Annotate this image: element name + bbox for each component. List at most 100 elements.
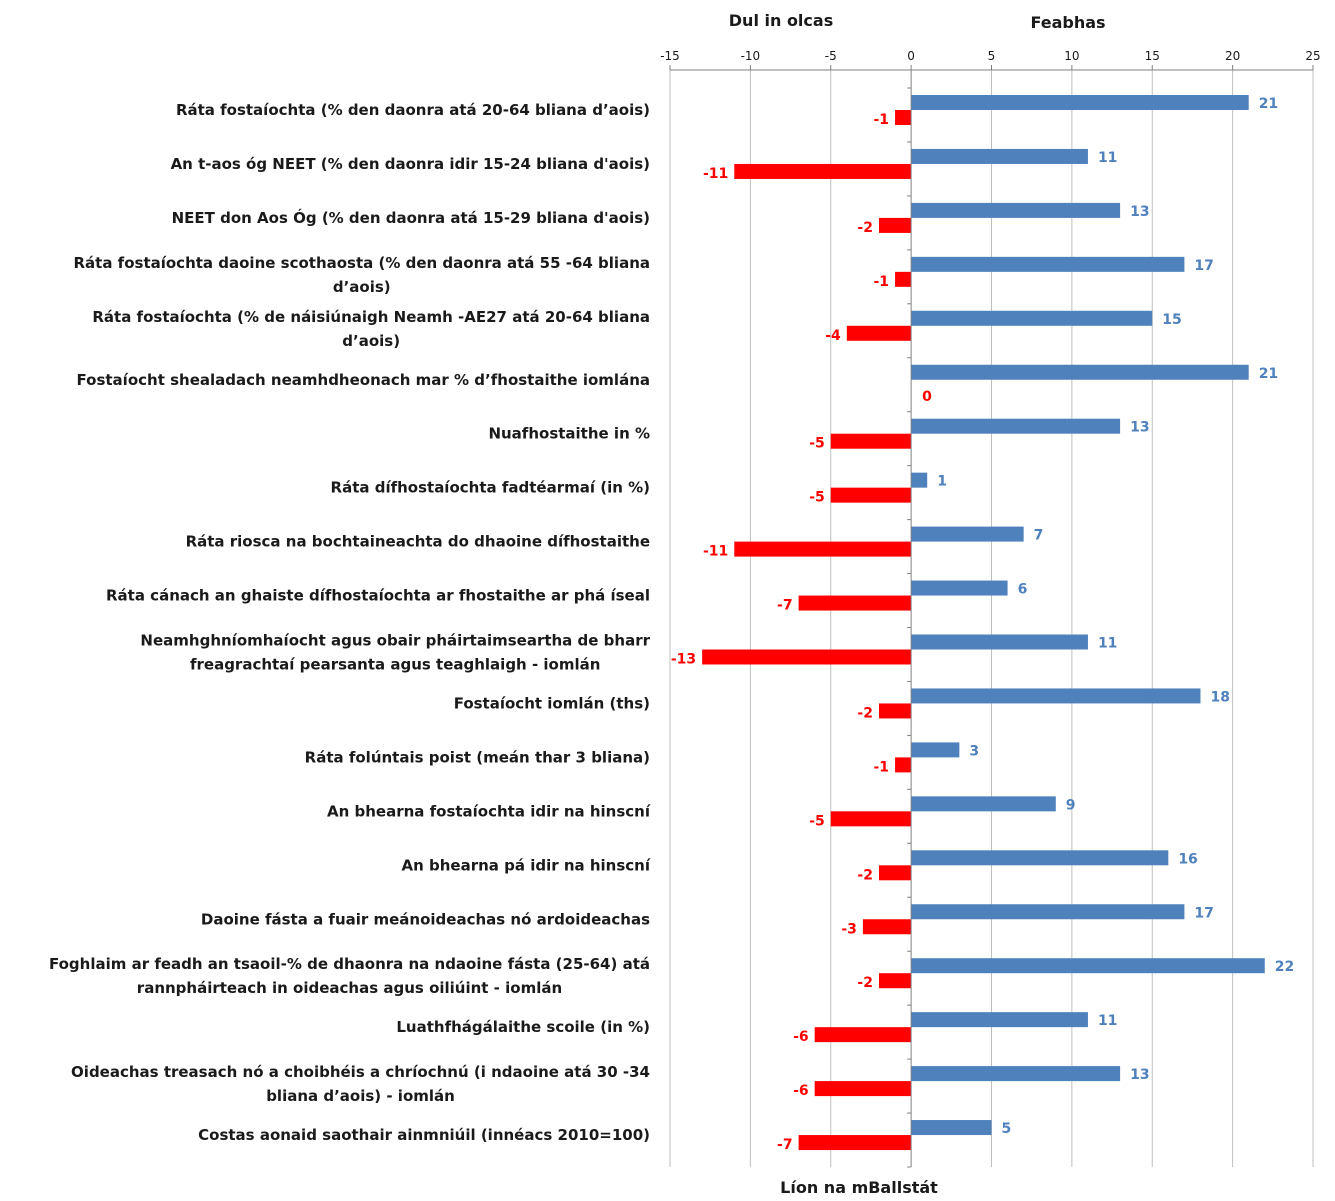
bar-improvement xyxy=(911,904,1185,920)
data-label-improvement: 9 xyxy=(1066,797,1076,813)
data-label-deterioration: -6 xyxy=(793,1083,809,1099)
axes: -15 -10 -5 0 5 10 15 20 25 xyxy=(660,49,1321,1168)
bar-improvement xyxy=(911,148,1088,164)
bar-deterioration xyxy=(862,919,912,935)
bar-deterioration xyxy=(814,1081,912,1097)
data-label-improvement: 7 xyxy=(1034,528,1044,544)
data-label-deterioration: -2 xyxy=(857,220,873,236)
bar-improvement xyxy=(911,364,1249,380)
data-label-improvement: 1 xyxy=(937,474,947,490)
data-label-deterioration: -5 xyxy=(809,436,825,452)
data-label-improvement: 16 xyxy=(1178,851,1197,867)
data-label-improvement: 17 xyxy=(1194,905,1213,921)
category-label: Luathfhágálaithe scoile (in %) xyxy=(396,1018,650,1036)
category-label: Ráta riosca na bochtaineachta do dhaoine… xyxy=(186,533,650,551)
data-label-deterioration: -7 xyxy=(777,598,793,614)
bar-deterioration xyxy=(830,433,912,449)
x-tick-label: -15 xyxy=(660,49,680,63)
bar-improvement xyxy=(911,418,1121,434)
bar-deterioration xyxy=(895,110,912,125)
bar-deterioration xyxy=(702,649,912,665)
x-tick-label: -5 xyxy=(825,49,837,63)
header-left: Dul in olcas xyxy=(729,11,833,30)
bar-deterioration xyxy=(734,163,912,179)
data-label-improvement: 3 xyxy=(969,743,979,759)
x-tick-label: -10 xyxy=(741,49,761,63)
category-label: Nuafhostaithe in % xyxy=(488,425,650,443)
data-label-deterioration: -1 xyxy=(873,112,889,128)
data-label-deterioration: -11 xyxy=(703,166,728,182)
data-label-improvement: 11 xyxy=(1098,636,1117,652)
category-label: An t-aos óg NEET (% den daonra idir 15-2… xyxy=(171,155,650,173)
bar-improvement xyxy=(911,202,1121,218)
category-label: Foghlaim ar feadh an tsaoil-% de dhaonra… xyxy=(49,955,650,997)
x-tick-label: 0 xyxy=(907,49,915,63)
data-label-improvement: 11 xyxy=(1098,1013,1117,1029)
x-tick-label: 25 xyxy=(1305,49,1320,63)
data-label-deterioration: -6 xyxy=(793,1029,809,1045)
data-label-improvement: 11 xyxy=(1098,150,1117,166)
bar-deterioration xyxy=(798,595,912,611)
category-label: Ráta fostaíochta (% den daonra atá 20-64… xyxy=(176,101,650,119)
category-label: Ráta dífhostaíochta fadtéarmaí (in %) xyxy=(331,479,650,497)
bar-improvement xyxy=(911,1066,1121,1082)
category-label: Ráta cánach an ghaiste dífhostaíochta ar… xyxy=(106,587,650,605)
data-label-deterioration: -2 xyxy=(857,867,873,883)
data-label-improvement: 17 xyxy=(1194,258,1213,274)
category-label: Neamhghníomhaíocht agus obair pháirtaims… xyxy=(140,632,650,674)
bar-deterioration xyxy=(734,541,912,557)
category-label: Daoine fásta a fuair meánoideachas nó ar… xyxy=(201,910,650,928)
category-label: Fostaíocht iomlán (ths) xyxy=(454,694,650,712)
bar-improvement xyxy=(911,472,928,488)
data-label-improvement: 13 xyxy=(1130,204,1149,220)
data-label-deterioration: -7 xyxy=(777,1137,793,1153)
bar-deterioration xyxy=(895,271,912,287)
bars xyxy=(702,95,1265,1151)
bar-improvement xyxy=(911,958,1265,974)
bar-improvement xyxy=(911,580,1008,596)
bar-deterioration xyxy=(798,1135,912,1151)
bar-deterioration xyxy=(878,865,912,881)
bar-improvement xyxy=(911,526,1024,542)
category-label: Ráta fostaíochta daoine scothaosta (% de… xyxy=(74,254,651,296)
data-label-improvement: 13 xyxy=(1130,1067,1149,1083)
data-label-improvement: 22 xyxy=(1275,959,1294,975)
bar-improvement xyxy=(911,796,1056,812)
category-label: Fostaíocht shealadach neamhdheonach mar … xyxy=(77,371,650,389)
x-tick-label: 10 xyxy=(1064,49,1079,63)
bar-improvement xyxy=(911,742,960,758)
bar-improvement xyxy=(911,256,1185,272)
category-label: An bhearna pá idir na hinscní xyxy=(401,856,650,874)
data-label-deterioration: -2 xyxy=(857,705,873,721)
data-label-improvement: 13 xyxy=(1130,420,1149,436)
bar-improvement xyxy=(911,850,1169,866)
bar-deterioration xyxy=(878,703,912,719)
bar-deterioration xyxy=(878,217,912,233)
data-label-deterioration: -1 xyxy=(873,759,889,775)
data-label-improvement: 15 xyxy=(1162,312,1181,328)
data-label-improvement: 21 xyxy=(1259,366,1278,382)
bar-improvement xyxy=(911,1120,992,1136)
gridlines xyxy=(669,70,1314,1167)
bar-deterioration xyxy=(846,325,912,341)
bar-improvement xyxy=(911,634,1088,650)
data-label-deterioration: -2 xyxy=(857,975,873,991)
x-tick-label: 15 xyxy=(1145,49,1160,63)
data-label-deterioration: -4 xyxy=(825,328,841,344)
header-right: Feabhas xyxy=(1030,13,1105,32)
bar-deterioration xyxy=(814,1027,912,1043)
bar-deterioration xyxy=(830,487,912,503)
bar-deterioration xyxy=(830,811,912,827)
data-label-deterioration: -5 xyxy=(809,490,825,506)
data-label-deterioration: 0 xyxy=(922,389,932,405)
x-tick-label: 5 xyxy=(988,49,996,63)
data-label-improvement: 6 xyxy=(1018,582,1028,598)
category-label: Ráta fostaíochta (% de náisiúnaigh Neamh… xyxy=(92,308,650,350)
x-axis-title: Líon na mBallstát xyxy=(780,1178,938,1197)
bar-improvement xyxy=(911,310,1153,326)
data-label-improvement: 5 xyxy=(1002,1121,1012,1137)
data-label-deterioration: -11 xyxy=(703,544,728,560)
bar-improvement xyxy=(911,95,1249,110)
category-label: Costas aonaid saothair ainmniúil (innéac… xyxy=(198,1126,650,1144)
